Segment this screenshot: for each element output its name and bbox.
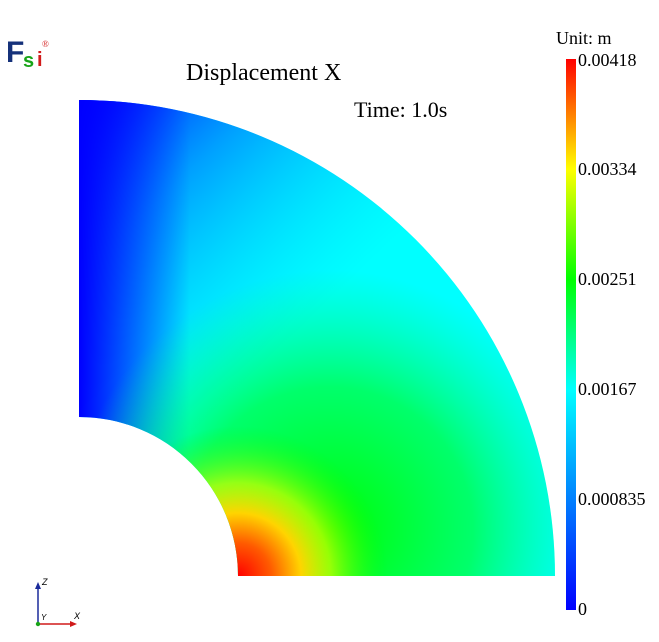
plot-title: Displacement X [186, 60, 342, 86]
axis-z-label: Z [41, 577, 48, 587]
fssi-logo: F s i ® [6, 38, 52, 76]
logo-letter-s: s [23, 50, 35, 72]
colorbar-tick-3: 0.00251 [578, 269, 637, 289]
colorbar-tick-max: 0.00418 [578, 50, 637, 70]
logo-registered-mark: ® [42, 39, 49, 49]
colorbar-tick-min: 0 [578, 599, 587, 619]
time-label: Time: 1.0s [354, 97, 448, 122]
logo-letter-i: i [37, 49, 43, 71]
colorbar [566, 59, 576, 610]
axis-triad: Z Y X [35, 577, 81, 627]
colorbar-tick-2: 0.00167 [578, 379, 637, 399]
axis-y-label: Y [41, 613, 47, 622]
colorbar-tick-4: 0.00334 [578, 159, 637, 179]
axis-x-label: X [73, 611, 81, 621]
colorbar-tick-1: 0.000835 [578, 489, 646, 509]
logo-letter-f: F [6, 36, 25, 69]
quarter-ring-domain [79, 100, 555, 576]
unit-label: Unit: m [556, 28, 612, 48]
